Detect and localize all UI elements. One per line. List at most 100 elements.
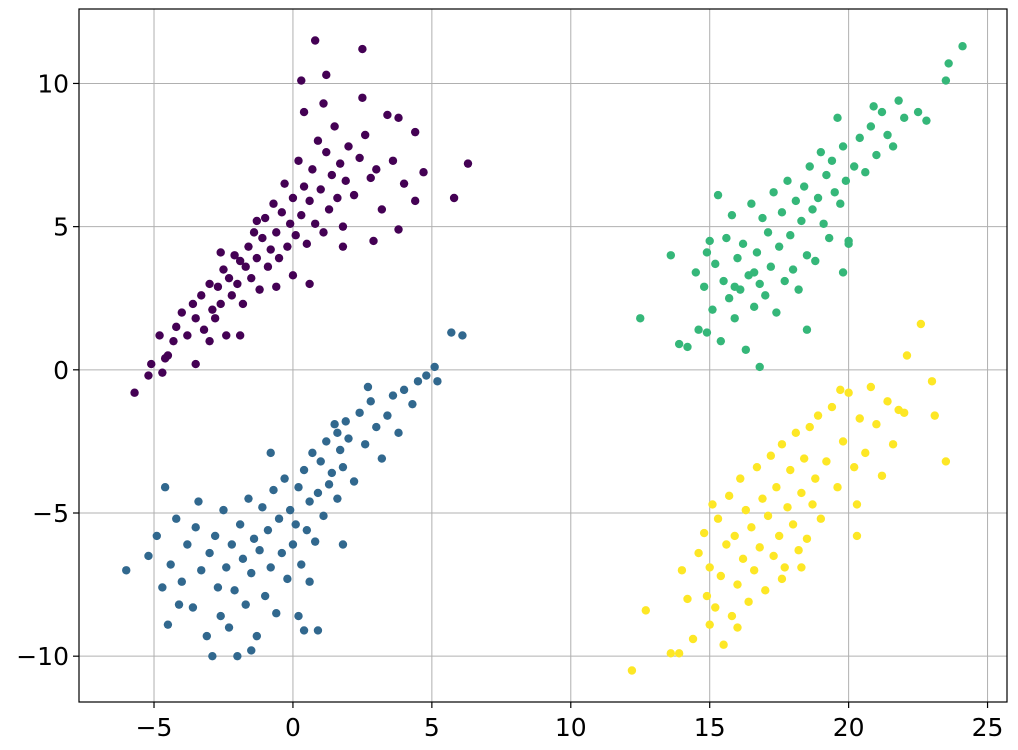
scatter-point xyxy=(310,219,320,228)
scatter-point xyxy=(360,130,370,140)
scatter-point xyxy=(724,491,734,501)
scatter-point xyxy=(844,388,853,397)
scatter-point xyxy=(894,96,903,105)
scatter-point xyxy=(794,285,803,294)
scatter-point xyxy=(335,445,345,455)
scatter-point xyxy=(702,591,712,601)
scatter-point xyxy=(674,339,684,349)
scatter-point xyxy=(349,477,359,486)
x-tick-label: 15 xyxy=(694,713,726,742)
scatter-point xyxy=(708,500,717,509)
scatter-point xyxy=(319,511,328,521)
scatter-point xyxy=(288,271,298,280)
x-tick-label: 0 xyxy=(285,713,301,742)
scatter-point xyxy=(344,142,353,151)
scatter-point xyxy=(360,440,370,449)
scatter-point xyxy=(330,420,339,429)
scatter-point xyxy=(155,331,164,340)
scatter-point xyxy=(849,162,859,171)
scatter-point xyxy=(719,276,728,286)
scatter-point xyxy=(705,563,714,572)
scatter-point xyxy=(197,566,206,575)
scatter-point xyxy=(788,520,798,529)
scatter-point xyxy=(269,485,278,495)
scatter-point xyxy=(383,411,392,420)
scatter-point xyxy=(674,649,684,658)
scatter-point xyxy=(811,256,820,266)
scatter-point xyxy=(122,566,131,575)
scatter-point xyxy=(702,328,712,337)
scatter-point xyxy=(283,574,292,584)
scatter-point xyxy=(341,176,350,186)
scatter-point xyxy=(399,179,409,188)
scatter-point xyxy=(158,583,167,592)
scatter-point xyxy=(330,122,339,131)
scatter-point xyxy=(813,193,823,203)
scatter-point xyxy=(213,282,223,291)
scatter-point xyxy=(755,279,764,289)
scatter-point xyxy=(877,107,887,117)
scatter-point xyxy=(299,182,309,191)
scatter-point xyxy=(377,205,387,214)
scatter-point xyxy=(388,156,398,165)
scatter-point xyxy=(449,193,459,203)
scatter-point xyxy=(285,505,295,515)
scatter-point xyxy=(747,199,756,208)
scatter-point xyxy=(766,451,776,460)
scatter-point xyxy=(213,583,223,592)
scatter-point xyxy=(238,299,248,309)
scatter-point xyxy=(310,537,320,546)
scatter-point xyxy=(838,142,848,151)
scatter-point xyxy=(388,391,398,400)
scatter-point xyxy=(249,228,259,237)
scatter-point xyxy=(252,216,262,226)
scatter-point xyxy=(369,236,378,246)
scatter-point xyxy=(358,44,367,54)
scatter-point xyxy=(822,170,831,180)
scatter-point xyxy=(147,359,156,369)
scatter-point xyxy=(447,328,456,337)
scatter-point xyxy=(749,302,759,312)
scatter-point xyxy=(266,448,275,458)
scatter-point xyxy=(274,253,284,263)
scatter-point xyxy=(269,199,278,208)
scatter-point xyxy=(210,314,220,323)
y-tick-label: 0 xyxy=(53,356,69,385)
scatter-point xyxy=(636,314,645,323)
scatter-point xyxy=(930,411,939,420)
scatter-point xyxy=(272,228,281,237)
scatter-point xyxy=(241,262,250,271)
scatter-point xyxy=(230,251,239,260)
scatter-point xyxy=(827,402,837,412)
scatter-point xyxy=(694,325,703,334)
scatter-point xyxy=(277,548,287,558)
scatter-point xyxy=(433,377,442,386)
scatter-point xyxy=(458,331,467,340)
scatter-point xyxy=(305,196,314,206)
scatter-point xyxy=(733,623,742,632)
scatter-point xyxy=(827,156,837,165)
scatter-point xyxy=(333,193,342,203)
scatter-point xyxy=(327,170,337,180)
scatter-point xyxy=(172,514,181,523)
scatter-point xyxy=(799,454,809,463)
scatter-point xyxy=(249,534,259,543)
scatter-point xyxy=(888,142,898,151)
scatter-point xyxy=(708,305,717,314)
scatter-point xyxy=(408,399,417,409)
scatter-point xyxy=(805,422,814,432)
scatter-point xyxy=(736,474,745,483)
scatter-point xyxy=(869,102,878,111)
scatter-point xyxy=(302,239,312,249)
scatter-point xyxy=(224,623,234,632)
x-tick-label: 5 xyxy=(424,713,440,742)
scatter-point xyxy=(719,640,728,649)
scatter-point xyxy=(222,563,231,572)
scatter-point xyxy=(727,210,737,220)
scatter-point xyxy=(191,523,200,532)
scatter-point xyxy=(724,294,734,303)
scatter-point xyxy=(738,239,748,249)
scatter-point xyxy=(216,248,225,257)
scatter-point xyxy=(372,422,381,432)
scatter-point xyxy=(297,76,306,85)
